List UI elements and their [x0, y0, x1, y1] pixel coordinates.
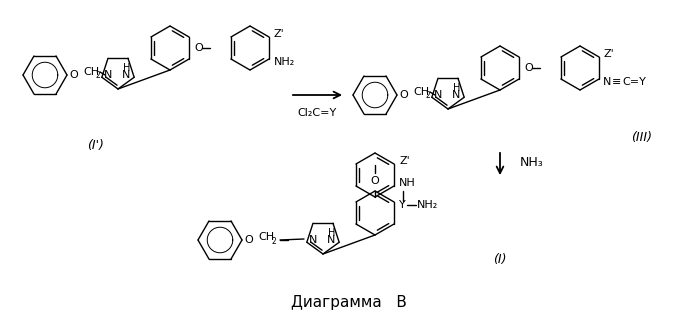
Text: C=Y: C=Y [622, 77, 646, 87]
Text: (I): (I) [493, 254, 507, 267]
Text: 2: 2 [271, 236, 276, 245]
Text: 2: 2 [426, 92, 431, 100]
Text: Z': Z' [399, 156, 410, 166]
Text: H: H [328, 228, 336, 238]
Text: N: N [309, 235, 317, 245]
Text: O: O [244, 235, 253, 245]
Text: CH: CH [83, 67, 99, 77]
Text: N: N [121, 70, 130, 80]
Text: Cl₂C=Y: Cl₂C=Y [297, 108, 336, 118]
Text: N: N [603, 77, 611, 87]
Text: CH: CH [413, 87, 429, 97]
Text: Y: Y [399, 200, 406, 210]
Text: ≡: ≡ [612, 77, 621, 87]
Text: N: N [327, 235, 335, 245]
Text: O: O [399, 90, 408, 100]
Text: N: N [434, 90, 443, 100]
Text: 2: 2 [96, 72, 101, 81]
Text: (III): (III) [632, 132, 653, 145]
Text: O: O [69, 70, 77, 80]
Text: N: N [452, 90, 460, 100]
Text: N: N [104, 70, 112, 80]
Text: H: H [124, 63, 131, 73]
Text: NH₂: NH₂ [417, 200, 438, 210]
Text: Z': Z' [604, 49, 615, 59]
Text: NH₃: NH₃ [520, 156, 544, 169]
Text: Z': Z' [274, 29, 285, 39]
Text: O: O [524, 63, 533, 73]
Text: H: H [453, 83, 461, 93]
Text: NH: NH [399, 178, 416, 188]
Text: O: O [371, 176, 380, 186]
Text: Диаграмма   В: Диаграмма В [291, 295, 407, 310]
Text: NH₂: NH₂ [274, 57, 295, 67]
Text: (I'): (I') [87, 139, 103, 152]
Text: CH: CH [258, 232, 274, 242]
Text: O: O [194, 43, 202, 53]
